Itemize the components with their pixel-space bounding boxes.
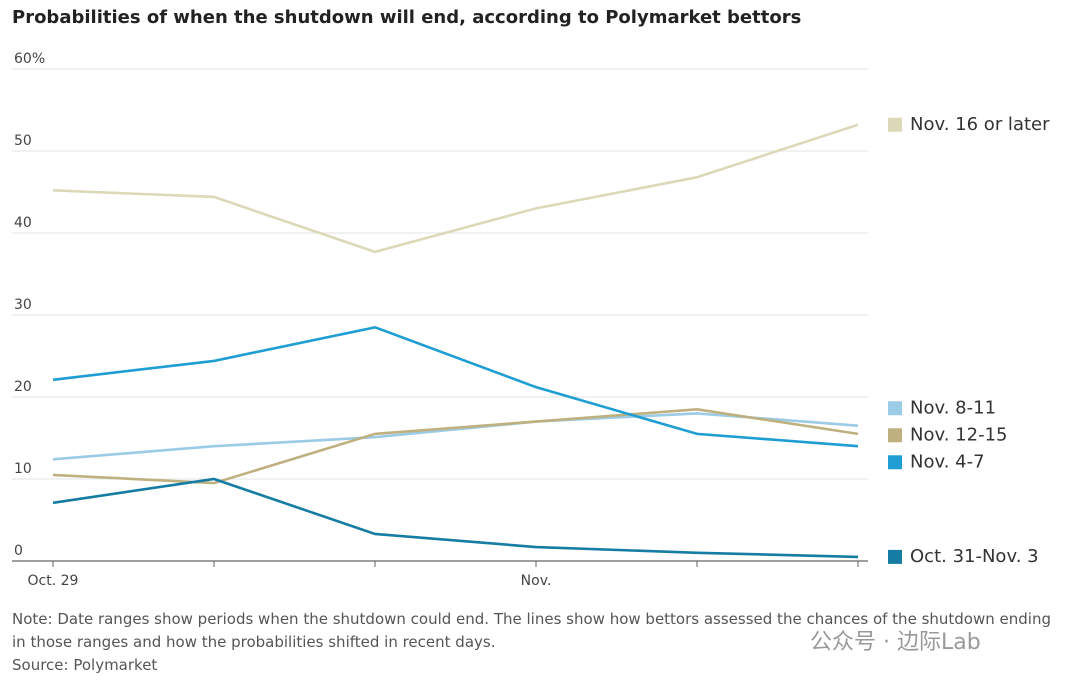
legend-label: Oct. 31-Nov. 3 — [910, 546, 1039, 567]
y-tick-label: 60% — [14, 51, 45, 67]
chart-title: Probabilities of when the shutdown will … — [12, 7, 801, 28]
y-tick-label: 40 — [14, 215, 32, 231]
y-tick-label: 30 — [14, 297, 32, 313]
y-tick-label: 20 — [14, 379, 32, 395]
note: Note: Date ranges show periods when the … — [12, 610, 1051, 651]
chart: Probabilities of when the shutdown will … — [12, 7, 1050, 589]
series-line — [52, 325, 859, 448]
legend-swatch — [888, 117, 902, 132]
legend-swatch — [888, 401, 902, 416]
legend-label: Nov. 4-7 — [910, 451, 985, 472]
legend-label: Nov. 16 or later — [910, 114, 1050, 135]
legend-swatch — [888, 549, 902, 564]
legend-label: Nov. 12-15 — [910, 424, 1007, 445]
legend-label: Nov. 8-11 — [910, 397, 996, 418]
watermark: 公众号 · 边际Lab — [810, 630, 981, 655]
y-tick-label: 10 — [14, 461, 32, 477]
x-tick-label: Nov. — [521, 573, 552, 589]
legend-swatch — [888, 428, 902, 443]
y-tick-label: 0 — [14, 543, 23, 559]
source: Source: Polymarket — [12, 656, 158, 674]
y-tick-label: 50 — [14, 133, 32, 149]
series-line — [52, 412, 859, 461]
series-line — [52, 407, 859, 485]
legend-swatch — [888, 455, 902, 470]
series-line — [52, 123, 859, 254]
x-tick-label: Oct. 29 — [28, 573, 79, 589]
series-line — [52, 477, 859, 559]
